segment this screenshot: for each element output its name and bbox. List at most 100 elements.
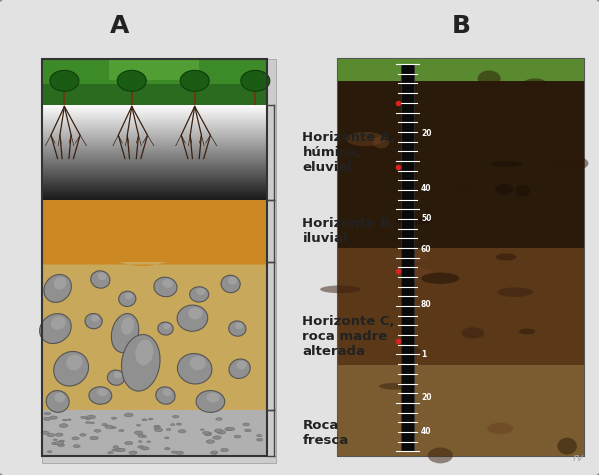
Ellipse shape xyxy=(495,253,516,260)
Ellipse shape xyxy=(58,444,65,446)
Bar xyxy=(42,456,276,463)
Ellipse shape xyxy=(497,287,533,297)
Ellipse shape xyxy=(124,413,133,417)
Ellipse shape xyxy=(216,418,222,420)
Ellipse shape xyxy=(90,422,95,424)
Bar xyxy=(338,248,584,367)
Ellipse shape xyxy=(86,421,90,423)
Ellipse shape xyxy=(524,78,547,89)
Ellipse shape xyxy=(143,436,147,437)
Ellipse shape xyxy=(98,272,107,280)
Ellipse shape xyxy=(227,428,235,431)
Ellipse shape xyxy=(80,434,86,436)
Ellipse shape xyxy=(54,352,89,386)
Bar xyxy=(338,59,584,456)
Ellipse shape xyxy=(461,327,485,339)
Ellipse shape xyxy=(72,437,79,440)
Ellipse shape xyxy=(59,424,68,428)
Ellipse shape xyxy=(40,314,71,343)
Ellipse shape xyxy=(164,323,171,329)
Ellipse shape xyxy=(155,428,163,432)
Ellipse shape xyxy=(50,70,79,91)
Ellipse shape xyxy=(147,441,151,443)
Ellipse shape xyxy=(163,389,172,396)
Ellipse shape xyxy=(117,448,125,452)
Ellipse shape xyxy=(373,136,389,149)
Ellipse shape xyxy=(234,435,241,438)
Bar xyxy=(42,262,267,410)
Ellipse shape xyxy=(256,435,262,437)
Ellipse shape xyxy=(421,273,459,284)
Ellipse shape xyxy=(213,436,221,439)
Ellipse shape xyxy=(188,307,202,319)
Text: Horizonte A,
húmico,
eluvial: Horizonte A, húmico, eluvial xyxy=(302,131,396,174)
Ellipse shape xyxy=(196,390,225,412)
Bar xyxy=(42,59,267,456)
Ellipse shape xyxy=(229,359,250,379)
Ellipse shape xyxy=(162,279,173,288)
Ellipse shape xyxy=(154,277,177,297)
Ellipse shape xyxy=(205,433,211,436)
Bar xyxy=(42,59,267,85)
Ellipse shape xyxy=(515,185,530,197)
Ellipse shape xyxy=(202,431,210,434)
Ellipse shape xyxy=(137,424,141,426)
Ellipse shape xyxy=(142,419,147,421)
Ellipse shape xyxy=(47,434,55,437)
Ellipse shape xyxy=(47,451,52,453)
Ellipse shape xyxy=(397,250,428,262)
Ellipse shape xyxy=(154,426,161,428)
Ellipse shape xyxy=(89,387,112,404)
Ellipse shape xyxy=(62,419,67,421)
Ellipse shape xyxy=(134,431,143,435)
Text: 40: 40 xyxy=(421,428,431,437)
Text: 40: 40 xyxy=(421,183,431,192)
Ellipse shape xyxy=(114,371,122,379)
Ellipse shape xyxy=(552,156,588,171)
Ellipse shape xyxy=(121,317,134,335)
Ellipse shape xyxy=(165,437,169,439)
Ellipse shape xyxy=(241,70,270,91)
Ellipse shape xyxy=(111,427,116,429)
Ellipse shape xyxy=(129,451,137,455)
Ellipse shape xyxy=(53,439,58,441)
Bar xyxy=(267,59,276,456)
Ellipse shape xyxy=(211,451,217,453)
Ellipse shape xyxy=(97,389,108,396)
Ellipse shape xyxy=(66,354,83,371)
Ellipse shape xyxy=(237,361,247,370)
Ellipse shape xyxy=(491,161,523,167)
Ellipse shape xyxy=(337,141,378,152)
Text: Horizonte B,
iluvial: Horizonte B, iluvial xyxy=(302,217,395,245)
Ellipse shape xyxy=(111,314,139,352)
Ellipse shape xyxy=(397,267,432,277)
Ellipse shape xyxy=(214,429,223,432)
Ellipse shape xyxy=(113,446,119,448)
Ellipse shape xyxy=(178,429,186,433)
Ellipse shape xyxy=(395,218,433,224)
Text: 1: 1 xyxy=(421,350,426,359)
Ellipse shape xyxy=(557,437,577,455)
Ellipse shape xyxy=(111,417,117,419)
Ellipse shape xyxy=(477,70,501,87)
Text: 60: 60 xyxy=(421,246,431,255)
Ellipse shape xyxy=(44,417,51,420)
Ellipse shape xyxy=(55,433,63,437)
Ellipse shape xyxy=(155,425,159,427)
Ellipse shape xyxy=(138,441,142,442)
Bar xyxy=(338,81,584,248)
Text: Roca
fresca: Roca fresca xyxy=(302,419,349,447)
Ellipse shape xyxy=(177,305,208,331)
Ellipse shape xyxy=(207,392,220,402)
Ellipse shape xyxy=(430,191,467,198)
Ellipse shape xyxy=(41,431,49,434)
Ellipse shape xyxy=(122,334,160,391)
Bar xyxy=(42,410,267,456)
Ellipse shape xyxy=(450,181,472,192)
Ellipse shape xyxy=(44,275,71,303)
Ellipse shape xyxy=(55,392,65,402)
Ellipse shape xyxy=(108,452,113,454)
Bar xyxy=(401,64,414,451)
Ellipse shape xyxy=(135,340,153,365)
Ellipse shape xyxy=(156,387,175,404)
